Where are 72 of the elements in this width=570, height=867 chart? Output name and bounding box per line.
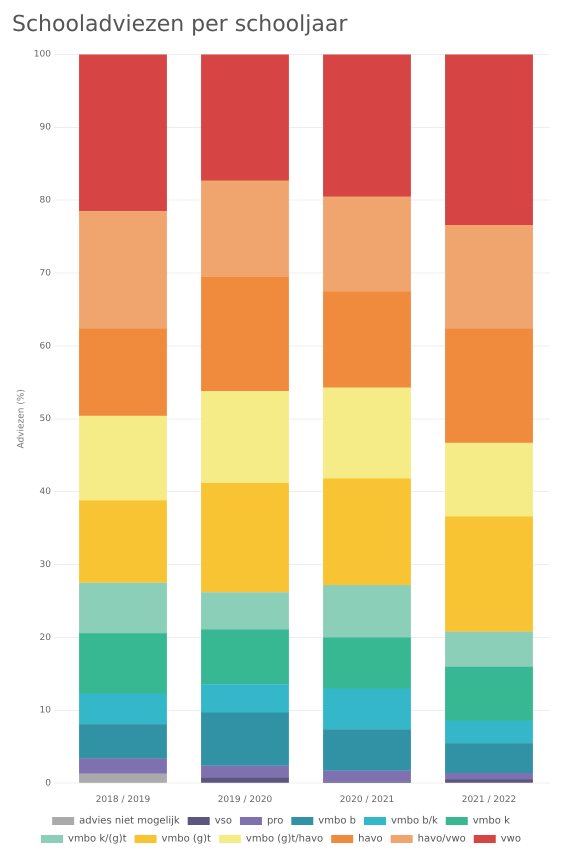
bar — [445, 632, 533, 667]
y-tick-label: 80 — [40, 196, 52, 206]
bar — [79, 694, 167, 724]
bar — [201, 712, 289, 766]
bar — [79, 54, 167, 212]
bar — [79, 211, 167, 328]
bar — [201, 766, 289, 778]
bar — [445, 328, 533, 443]
bar — [201, 777, 289, 783]
bar — [79, 774, 167, 783]
legend-label: vmbo k/(g)t — [68, 834, 127, 845]
bar — [445, 743, 533, 773]
bar — [201, 276, 289, 392]
bar — [323, 770, 411, 782]
x-tick-label: 2021 / 2022 — [462, 794, 516, 805]
y-tick-label: 10 — [40, 706, 52, 716]
legend-label: vmbo (g)t/havo — [246, 834, 324, 845]
bar — [201, 684, 289, 713]
y-axis-title: Adviezen (%) — [16, 389, 27, 449]
legend-label: havo/vwo — [418, 834, 466, 845]
bar — [445, 54, 533, 225]
bar — [323, 637, 411, 688]
chart-title: Schooladviezen per schooljaar — [12, 12, 348, 37]
legend-label: vmbo b — [318, 816, 356, 827]
bar — [79, 500, 167, 583]
y-tick-label: 50 — [40, 414, 52, 424]
bar — [201, 482, 289, 592]
x-tick-label: 2018 / 2019 — [96, 794, 151, 805]
y-tick-label: 70 — [40, 268, 52, 278]
legend-label: vmbo k — [472, 816, 510, 827]
bar — [201, 629, 289, 684]
bar — [323, 196, 411, 292]
y-tick-label: 60 — [40, 341, 52, 352]
x-tick-label: 2020 / 2021 — [340, 794, 394, 805]
bar — [445, 666, 533, 721]
legend-label: vso — [214, 816, 232, 827]
bar — [201, 391, 289, 483]
legend-label: advies niet mogelijk — [79, 816, 180, 827]
legend-label: havo — [358, 834, 383, 845]
bar — [445, 720, 533, 744]
bar — [445, 516, 533, 632]
y-tick-label: 30 — [40, 560, 52, 570]
bar — [79, 582, 167, 634]
legend-label: pro — [266, 816, 284, 827]
bar — [445, 772, 533, 780]
bar — [323, 387, 411, 479]
y-tick-label: 100 — [34, 50, 52, 60]
bar — [79, 633, 167, 694]
bar — [445, 780, 533, 783]
legend-label: vmbo (g)t — [162, 834, 212, 845]
y-tick-label: 40 — [40, 487, 52, 498]
bar — [323, 478, 411, 585]
bar — [201, 180, 289, 277]
y-tick-label: 0 — [45, 778, 52, 789]
bar — [445, 224, 533, 328]
bar — [323, 729, 411, 771]
bar — [445, 442, 533, 516]
legend-label: vmbo b/k — [390, 816, 438, 827]
bar — [79, 724, 167, 758]
bar — [323, 291, 411, 388]
bar — [323, 54, 411, 197]
x-tick-label: 2019 / 2020 — [218, 794, 273, 805]
bar — [79, 328, 167, 416]
y-tick-label: 90 — [40, 122, 52, 133]
bar — [323, 584, 411, 638]
bar — [201, 592, 289, 630]
bar — [323, 688, 411, 730]
bar — [79, 416, 167, 500]
bar — [201, 54, 289, 180]
y-tick-label: 20 — [40, 632, 52, 643]
bar — [79, 758, 167, 774]
legend-label: vwo — [500, 834, 521, 845]
